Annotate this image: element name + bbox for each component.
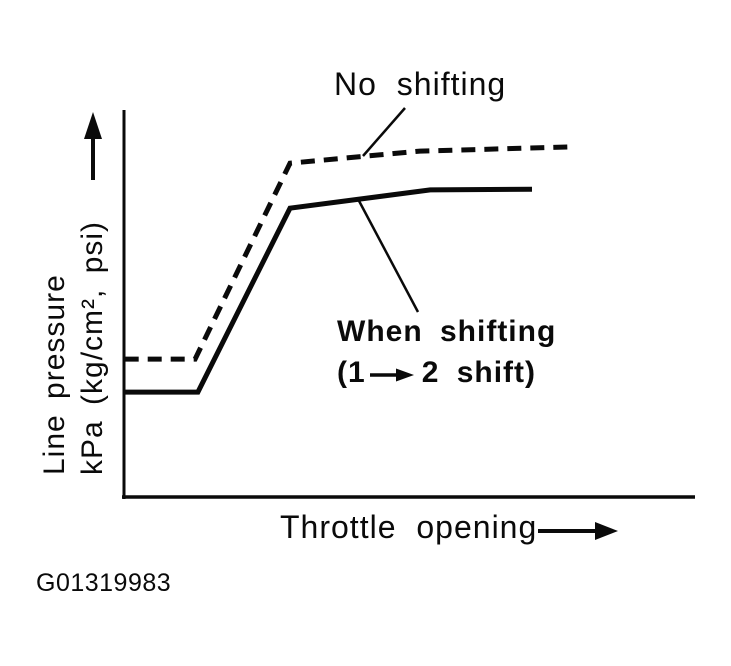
- series-no-shifting-line: [124, 144, 573, 362]
- no-shifting-pointer-line: [362, 107, 406, 157]
- when-shifting-annotation: When shifting (1 2 shift): [337, 313, 556, 392]
- no-shifting-label: No shifting: [334, 66, 507, 102]
- figure-code: G01319983: [36, 569, 172, 597]
- shift-detail-suffix: 2 shift): [421, 356, 537, 389]
- x-axis-label: Throttle opening: [280, 509, 538, 545]
- y-axis-arrow-icon: [84, 112, 102, 180]
- y-axis-label-line1: Line pressure: [38, 274, 71, 475]
- shift-arrow-icon: [369, 368, 414, 382]
- when-shifting-pointer-line: [356, 198, 420, 313]
- series-when-shifting-line: [124, 186, 533, 395]
- x-axis-arrow-icon: [538, 522, 618, 540]
- y-axis-label-line2: kPa (kg/cm², psi): [76, 220, 109, 475]
- shift-detail-label: (1 2 shift): [337, 354, 556, 392]
- y-axis-label: Line pressure kPa (kg/cm², psi): [36, 195, 112, 475]
- when-shifting-label: When shifting: [337, 315, 557, 348]
- shift-detail-prefix: (1: [337, 356, 366, 389]
